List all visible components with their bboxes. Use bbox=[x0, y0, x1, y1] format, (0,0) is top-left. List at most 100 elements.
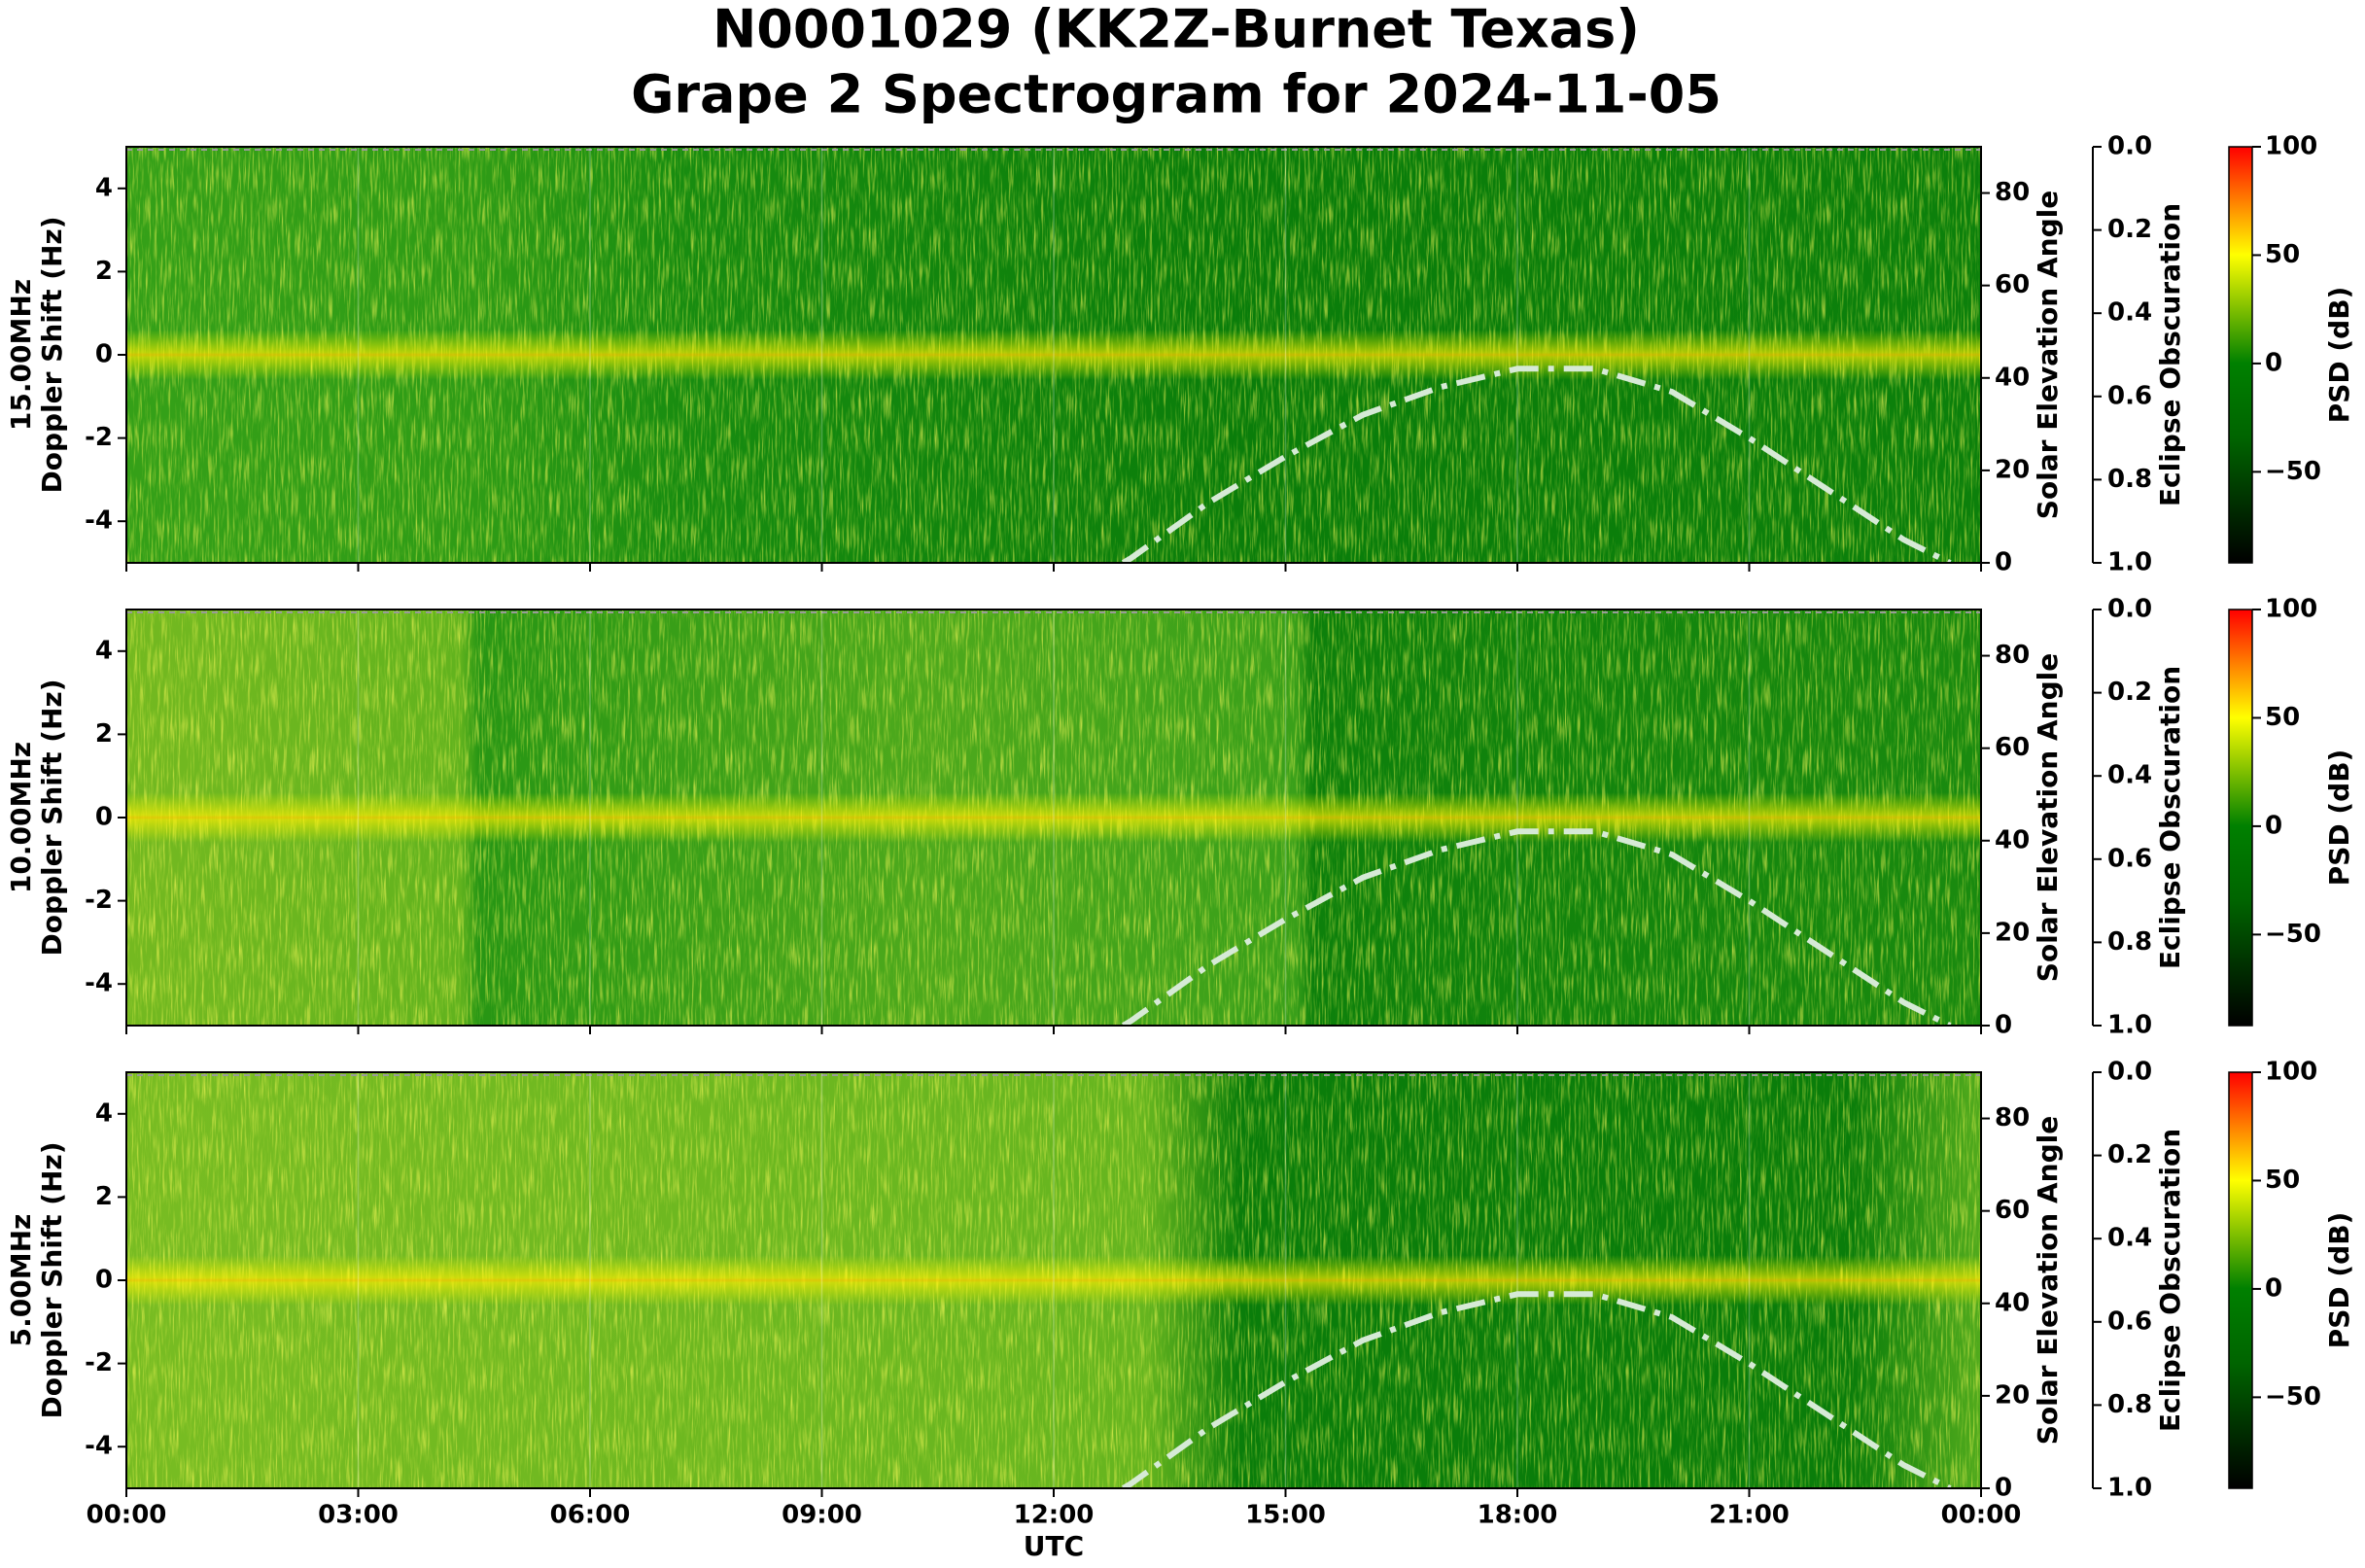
y-tick-label: 4 bbox=[95, 173, 113, 202]
colorbar-tick-label: −50 bbox=[2265, 920, 2321, 949]
y-axis-label: Doppler Shift (Hz) bbox=[36, 216, 68, 493]
plot-frame bbox=[125, 609, 1982, 1027]
y2-tick-label: 0 bbox=[1995, 1011, 2012, 1040]
carrier-band bbox=[126, 1255, 1981, 1306]
colorbar bbox=[2228, 609, 2253, 1027]
y-tick-label: -4 bbox=[85, 1432, 113, 1461]
y3-tick-label: 0.2 bbox=[2107, 1140, 2152, 1169]
y2-tick-label: 20 bbox=[1995, 918, 2030, 947]
y3-tick-label: 0.8 bbox=[2107, 1390, 2152, 1419]
colorbar-tick-label: 50 bbox=[2265, 1166, 2300, 1195]
y3-tick-label: 0.8 bbox=[2107, 927, 2152, 957]
y-tick-label: 0 bbox=[95, 803, 113, 832]
y-tick-label: -2 bbox=[85, 1348, 113, 1377]
colorbar-tick-label: 100 bbox=[2265, 595, 2317, 624]
y-tick-label: -2 bbox=[85, 886, 113, 915]
y-tick-label: 4 bbox=[95, 636, 113, 665]
y3-tick-label: 0.6 bbox=[2107, 381, 2152, 410]
y3-axis-label: Eclipse Obscuration bbox=[2154, 1129, 2186, 1432]
colorbar-tick-label: 50 bbox=[2265, 703, 2300, 732]
y3-tick-label: 1.0 bbox=[2107, 1474, 2152, 1503]
y3-tick-label: 0.0 bbox=[2107, 1058, 2152, 1087]
y3-axis-label: Eclipse Obscuration bbox=[2154, 203, 2186, 506]
y2-tick-label: 60 bbox=[1995, 1196, 2030, 1225]
y-tick-label: -4 bbox=[85, 969, 113, 998]
y2-tick-label: 0 bbox=[1995, 548, 2012, 577]
y3-tick-label: 0.2 bbox=[2107, 215, 2152, 244]
x-tick-label: 12:00 bbox=[1014, 1501, 1095, 1530]
y-tick-label: 4 bbox=[95, 1098, 113, 1128]
y2-tick-label: 40 bbox=[1995, 1288, 2030, 1317]
y2-tick-label: 40 bbox=[1995, 825, 2030, 854]
y-tick-label: 2 bbox=[95, 1182, 113, 1211]
y2-axis-label: Solar Elevation Angle bbox=[2032, 1116, 2064, 1445]
y-axis-label: Doppler Shift (Hz) bbox=[36, 679, 68, 956]
y3-tick-label: 0.4 bbox=[2107, 298, 2152, 328]
x-tick-label: 03:00 bbox=[318, 1501, 399, 1530]
y3-tick-label: 0.8 bbox=[2107, 465, 2152, 494]
x-tick-label: 09:00 bbox=[782, 1501, 862, 1530]
y-tick-label: 0 bbox=[95, 1266, 113, 1295]
y3-tick-label: 0.4 bbox=[2107, 1224, 2152, 1253]
y3-tick-label: 0.0 bbox=[2107, 595, 2152, 624]
y2-axis-label: Solar Elevation Angle bbox=[2032, 653, 2064, 982]
y2-tick-label: 40 bbox=[1995, 363, 2030, 392]
y2-tick-label: 80 bbox=[1995, 178, 2030, 207]
chart-subtitle: Grape 2 Spectrogram for 2024-11-05 bbox=[631, 64, 1722, 125]
y3-tick-label: 1.0 bbox=[2107, 548, 2152, 577]
y2-tick-label: 80 bbox=[1995, 641, 2030, 670]
y-tick-label: 0 bbox=[95, 340, 113, 369]
y-axis-label: Doppler Shift (Hz) bbox=[36, 1141, 68, 1418]
y3-tick-label: 1.0 bbox=[2107, 1011, 2152, 1040]
y2-tick-label: 20 bbox=[1995, 455, 2030, 484]
x-tick-label: 18:00 bbox=[1478, 1501, 1558, 1530]
x-tick-label: 06:00 bbox=[550, 1501, 631, 1530]
y3-tick-label: 0.0 bbox=[2107, 132, 2152, 161]
y2-axis-label: Solar Elevation Angle bbox=[2032, 191, 2064, 519]
colorbar-tick-label: 100 bbox=[2265, 132, 2317, 161]
colorbar bbox=[2228, 146, 2253, 564]
colorbar-label: PSD (dB) bbox=[2323, 287, 2355, 424]
y2-tick-label: 80 bbox=[1995, 1103, 2030, 1132]
colorbar-tick-label: −50 bbox=[2265, 457, 2321, 486]
colorbar-tick-label: 100 bbox=[2265, 1058, 2317, 1087]
chart-title: N0001029 (KK2Z-Burnet Texas) bbox=[713, 0, 1640, 60]
colorbar bbox=[2228, 1071, 2253, 1489]
colorbar-tick-label: 0 bbox=[2265, 348, 2282, 377]
colorbar-label: PSD (dB) bbox=[2323, 749, 2355, 887]
y-tick-label: -2 bbox=[85, 423, 113, 452]
y2-tick-label: 60 bbox=[1995, 270, 2030, 299]
plot-frame bbox=[125, 1071, 1982, 1489]
colorbar-tick-label: 0 bbox=[2265, 1273, 2282, 1303]
x-tick-label: 15:00 bbox=[1245, 1501, 1326, 1530]
y-axis-label: 10.00MHz bbox=[5, 742, 37, 893]
colorbar-label: PSD (dB) bbox=[2323, 1212, 2355, 1349]
y3-axis-label: Eclipse Obscuration bbox=[2154, 666, 2186, 969]
solar-elevation-line bbox=[1121, 366, 1952, 563]
x-tick-label: 21:00 bbox=[1709, 1501, 1790, 1530]
y2-tick-label: 60 bbox=[1995, 733, 2030, 762]
solar-elevation-line bbox=[1121, 1291, 1952, 1488]
carrier-band bbox=[126, 330, 1981, 380]
colorbar-tick-label: −50 bbox=[2265, 1382, 2321, 1411]
y-axis-label: 5.00MHz bbox=[5, 1214, 37, 1347]
y3-tick-label: 0.4 bbox=[2107, 761, 2152, 790]
y-axis-label: 15.00MHz bbox=[5, 279, 37, 431]
colorbar-tick-label: 50 bbox=[2265, 240, 2300, 269]
x-tick-label: 00:00 bbox=[87, 1501, 167, 1530]
y-tick-label: 2 bbox=[95, 257, 113, 286]
y2-tick-label: 0 bbox=[1995, 1474, 2012, 1503]
y2-tick-label: 20 bbox=[1995, 1380, 2030, 1410]
colorbar-tick-label: 0 bbox=[2265, 811, 2282, 840]
y3-tick-label: 0.6 bbox=[2107, 1307, 2152, 1336]
plot-frame bbox=[125, 146, 1982, 564]
x-tick-label: 00:00 bbox=[1941, 1501, 2022, 1530]
solar-elevation-line bbox=[1121, 828, 1952, 1026]
y3-tick-label: 0.6 bbox=[2107, 844, 2152, 873]
y-tick-label: 2 bbox=[95, 719, 113, 749]
y3-tick-label: 0.2 bbox=[2107, 678, 2152, 707]
x-axis-label: UTC bbox=[1024, 1530, 1084, 1562]
carrier-band bbox=[126, 792, 1981, 843]
